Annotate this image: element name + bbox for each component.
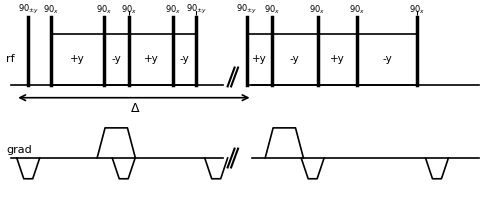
Text: 90$_x$: 90$_x$ [43,3,59,16]
Text: +y: +y [330,54,345,64]
Text: 90$_x$: 90$_x$ [409,3,425,16]
Text: 90$_x$: 90$_x$ [166,3,182,16]
Text: +y: +y [252,54,267,64]
Text: +y: +y [70,54,85,64]
Text: -y: -y [382,54,392,64]
Text: 90$_{\pm y}$: 90$_{\pm y}$ [18,3,39,16]
Text: -y: -y [112,54,121,64]
Text: rf: rf [6,54,15,64]
Text: $\Delta$: $\Delta$ [130,102,141,115]
Text: 90$_x$: 90$_x$ [310,3,326,16]
Text: 90$_{\pm y}$: 90$_{\pm y}$ [236,3,258,16]
Text: 90$_x$: 90$_x$ [120,3,137,16]
Text: grad: grad [6,145,32,155]
Text: 90$_{\pm y}$: 90$_{\pm y}$ [186,3,207,16]
Text: -y: -y [180,54,190,64]
Text: -y: -y [290,54,300,64]
Text: 90$_x$: 90$_x$ [264,3,280,16]
Text: 90$_x$: 90$_x$ [96,3,112,16]
Text: +y: +y [144,54,158,64]
Text: 90$_x$: 90$_x$ [350,3,366,16]
